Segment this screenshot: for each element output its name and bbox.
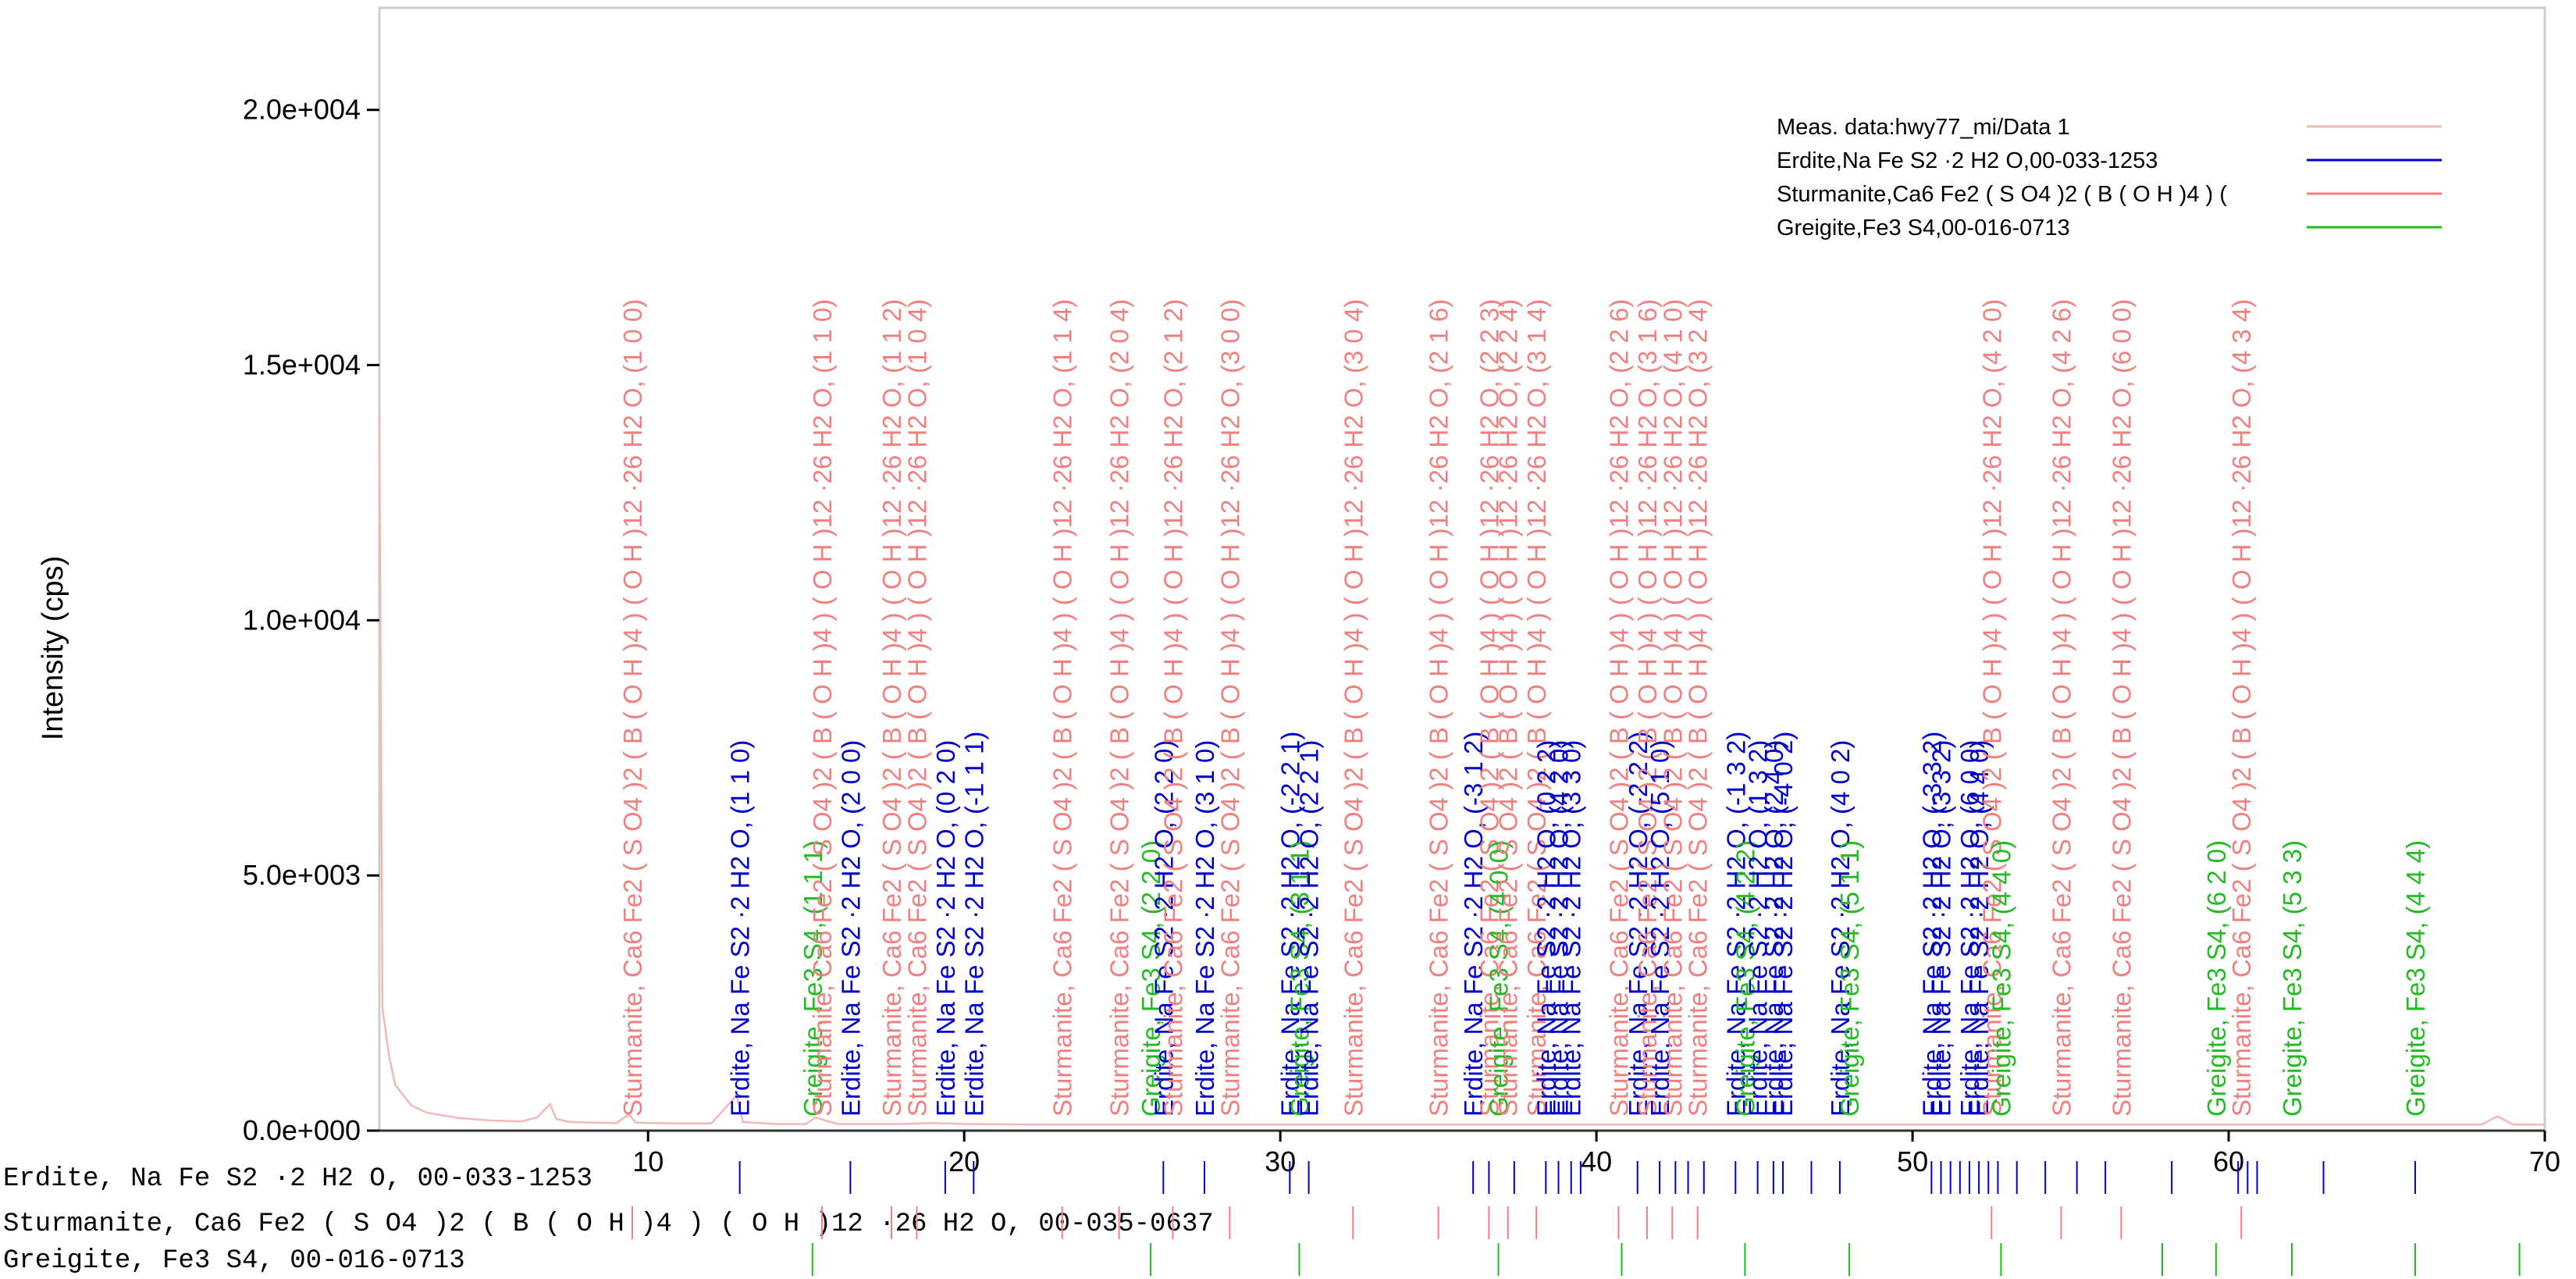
peak-label-erdite: Erdite, Na Fe S2 ·2 H2 O, (2 2 1) (1295, 740, 1324, 1117)
peak-label-sturmanite: Sturmanite, Ca6 Fe2 ( S O4 )2 ( B ( O H … (808, 299, 837, 1117)
peak-label-sturmanite: Sturmanite, Ca6 Fe2 ( S O4 )2 ( B ( O H … (1425, 299, 1453, 1117)
peak-label-sturmanite: Sturmanite, Ca6 Fe2 ( S O4 )2 ( B ( O H … (2047, 299, 2076, 1117)
peak-label-sturmanite: Sturmanite, Ca6 Fe2 ( S O4 )2 ( B ( O H … (1605, 299, 1634, 1117)
legend-label: Meas. data:hwy77_mi/Data 1 (1777, 115, 2070, 140)
x-axis-ticks: 10 20 30 40 50 60 70 (632, 1131, 2560, 1177)
legend-label: Greigite,Fe3 S4,00-016-0713 (1777, 216, 2070, 240)
peak-label-sturmanite: Sturmanite, Ca6 Fe2 ( S O4 )2 ( B ( O H … (1658, 299, 1687, 1117)
peak-label-erdite: Erdite, Na Fe S2 ·2 H2 O, (2 0 0) (836, 740, 865, 1117)
peak-label-erdite: Erdite, Na Fe S2 ·2 H2 O, (4 2 0) (1545, 740, 1574, 1117)
x-tick-label: 70 (2529, 1145, 2560, 1177)
legend: Meas. data:hwy77_mi/Data 1 Erdite,Na Fe S… (1777, 115, 2442, 240)
peak-label-sturmanite: Sturmanite, Ca6 Fe2 ( S O4 )2 ( B ( O H … (1475, 299, 1503, 1117)
peak-label-erdite: Erdite, Na Fe S2 ·2 H2 O, (-1 3 2) (1721, 732, 1750, 1117)
peak-label-sturmanite: Sturmanite, Ca6 Fe2 ( S O4 )2 ( B ( O H … (1215, 299, 1244, 1117)
peak-label-greigite: Greigite, Fe3 S4, (6 2 0) (2202, 840, 2231, 1117)
measured-data-layer (378, 415, 2545, 1126)
reference-phase-name: Greigite, Fe3 S4, 00-016-0713 (3, 1246, 465, 1276)
peak-label-erdite: Erdite, Na Fe S2 ·2 H2 O, (5 1 0) (1646, 740, 1674, 1117)
reference-phase-name: Erdite, Na Fe S2 ·2 H2 O, 00-033-1253 (3, 1164, 592, 1194)
x-tick-label: 30 (1265, 1145, 1296, 1177)
peak-label-sturmanite: Sturmanite, Ca6 Fe2 ( S O4 )2 ( B ( O H … (1977, 299, 2006, 1117)
peak-label-erdite: Erdite, Na Fe S2 ·2 H2 O, (-2 2 2) (1624, 732, 1653, 1117)
y-tick-label: 5.0e+003 (243, 859, 361, 891)
x-tick-label: 40 (1581, 1145, 1612, 1177)
legend-label: Erdite,Na Fe S2 ·2 H2 O,00-033-1253 (1777, 148, 2158, 173)
peak-label-sturmanite: Sturmanite, Ca6 Fe2 ( S O4 )2 ( B ( O H … (2227, 299, 2256, 1117)
legend-label: Sturmanite,Ca6 Fe2 ( S O4 )2 ( B ( O H )… (1777, 182, 2227, 207)
peak-label-sturmanite: Sturmanite, Ca6 Fe2 ( S O4 )2 ( B ( O H … (618, 299, 647, 1117)
peak-label-erdite: Erdite, Na Fe S2 ·2 H2 O, (4 0 2) (1826, 740, 1855, 1117)
peak-label-sturmanite: Sturmanite, Ca6 Fe2 ( S O4 )2 ( B ( O H … (1684, 299, 1713, 1117)
peak-label-erdite: Erdite, Na Fe S2 ·2 H2 O, (-1 1 1) (959, 732, 988, 1117)
peak-label-erdite: Erdite, Na Fe S2 ·2 H2 O, (-3 1 2) (1459, 732, 1488, 1117)
peak-label-erdite: Erdite, Na Fe S2 ·2 H2 O, (2 2 0) (1149, 740, 1178, 1117)
peak-label-erdite: Erdite, Na Fe S2 ·2 H2 O, (6 0 0) (1955, 740, 1984, 1117)
y-tick-label: 2.0e+004 (243, 94, 361, 126)
x-tick-label: 60 (2213, 1145, 2244, 1177)
peak-label-erdite: Erdite, Na Fe S2 ·2 H2 O, (-4 0 2) (1769, 732, 1798, 1117)
peak-label-sturmanite: Sturmanite, Ca6 Fe2 ( S O4 )2 ( B ( O H … (2107, 299, 2136, 1117)
x-tick-label: 20 (948, 1145, 980, 1177)
reference-phase-name: Sturmanite, Ca6 Fe2 ( S O4 )2 ( B ( O H … (3, 1210, 1214, 1239)
series-line-measured (378, 415, 2545, 1126)
peak-label-erdite: Erdite, Na Fe S2 ·2 H2 O, (4 4 0) (1965, 740, 1994, 1117)
x-tick-label: 50 (1897, 1145, 1928, 1177)
peak-label-greigite: Greigite, Fe3 S4, (4 2 2) (1731, 840, 1759, 1117)
peak-label-erdite: Erdite, Na Fe S2 ·2 H2 O, (0 2 2) (1532, 740, 1560, 1117)
peak-label-greigite: Greigite, Fe3 S4, (2 2 0) (1137, 840, 1165, 1117)
peak-label-sturmanite: Sturmanite, Ca6 Fe2 ( S O4 )2 ( B ( O H … (1048, 299, 1077, 1117)
y-axis-title: Intensity (cps) (37, 556, 69, 741)
peak-label-erdite: Erdite, Na Fe S2 ·2 H2 O, (3 3 2) (1927, 740, 1956, 1117)
peak-label-greigite: Greigite, Fe3 S4, (1 1 1) (799, 840, 827, 1117)
peak-label-sturmanite: Sturmanite, Ca6 Fe2 ( S O4 )2 ( B ( O H … (877, 299, 906, 1117)
peak-label-erdite: Erdite, Na Fe S2 ·2 H2 O, (-2 2 1) (1276, 732, 1304, 1117)
peak-label-greigite: Greigite, Fe3 S4, (4 4 0) (1987, 840, 2016, 1117)
y-tick-label: 1.0e+004 (243, 604, 361, 636)
peak-label-greigite: Greigite, Fe3 S4, (3 1 1) (1285, 840, 1314, 1117)
peak-label-sturmanite: Sturmanite, Ca6 Fe2 ( S O4 )2 ( B ( O H … (902, 299, 931, 1117)
x-tick-label: 10 (632, 1145, 664, 1177)
peak-label-sturmanite: Sturmanite, Ca6 Fe2 ( S O4 )2 ( B ( O H … (1339, 299, 1368, 1117)
peak-label-erdite: Erdite, Na Fe S2 ·2 H2 O, (-3 3 2) (1917, 732, 1946, 1117)
peak-label-greigite: Greigite, Fe3 S4, (5 1 1) (1835, 840, 1864, 1117)
peak-label-erdite: Erdite, Na Fe S2 ·2 H2 O, (2 4 0) (1759, 740, 1788, 1117)
peak-label-sturmanite: Sturmanite, Ca6 Fe2 ( S O4 )2 ( B ( O H … (1633, 299, 1662, 1117)
peak-label-greigite: Greigite, Fe3 S4, (4 4 4) (2401, 840, 2430, 1117)
peak-label-erdite: Erdite, Na Fe S2 ·2 H2 O, (1 3 2) (1744, 740, 1773, 1117)
peak-label-erdite: Erdite, Na Fe S2 ·2 H2 O, (3 1 0) (1190, 740, 1219, 1117)
peak-label-sturmanite: Sturmanite, Ca6 Fe2 ( S O4 )2 ( B ( O H … (1105, 299, 1134, 1117)
peak-label-sturmanite: Sturmanite, Ca6 Fe2 ( S O4 )2 ( B ( O H … (1159, 299, 1188, 1117)
peak-label-erdite: Erdite, Na Fe S2 ·2 H2 O, (1 1 0) (726, 740, 755, 1117)
peak-label-greigite: Greigite, Fe3 S4, (4 0 0) (1485, 840, 1514, 1117)
reference-phases-panel: Erdite, Na Fe S2 ·2 H2 O, 00-033-1253 Stu… (3, 1161, 2521, 1276)
peak-label-erdite: Erdite, Na Fe S2 ·2 H2 O, (0 2 0) (931, 740, 960, 1117)
peak-label-sturmanite: Sturmanite, Ca6 Fe2 ( S O4 )2 ( B ( O H … (1522, 299, 1551, 1117)
y-tick-label: 0.0e+000 (243, 1114, 361, 1146)
peak-label-erdite: Erdite, Na Fe S2 ·2 H2 O, (3 3 0) (1557, 740, 1586, 1117)
y-tick-label: 1.5e+004 (243, 349, 361, 381)
peak-labels-layer: Sturmanite, Ca6 Fe2 ( S O4 )2 ( B ( O H … (618, 299, 2430, 1117)
peak-label-sturmanite: Sturmanite, Ca6 Fe2 ( S O4 )2 ( B ( O H … (1494, 299, 1523, 1117)
y-axis-ticks: 0.0e+000 5.0e+003 1.0e+004 1.5e+004 2.0e+004 (243, 94, 379, 1146)
peak-label-greigite: Greigite, Fe3 S4, (5 3 3) (2278, 840, 2307, 1117)
